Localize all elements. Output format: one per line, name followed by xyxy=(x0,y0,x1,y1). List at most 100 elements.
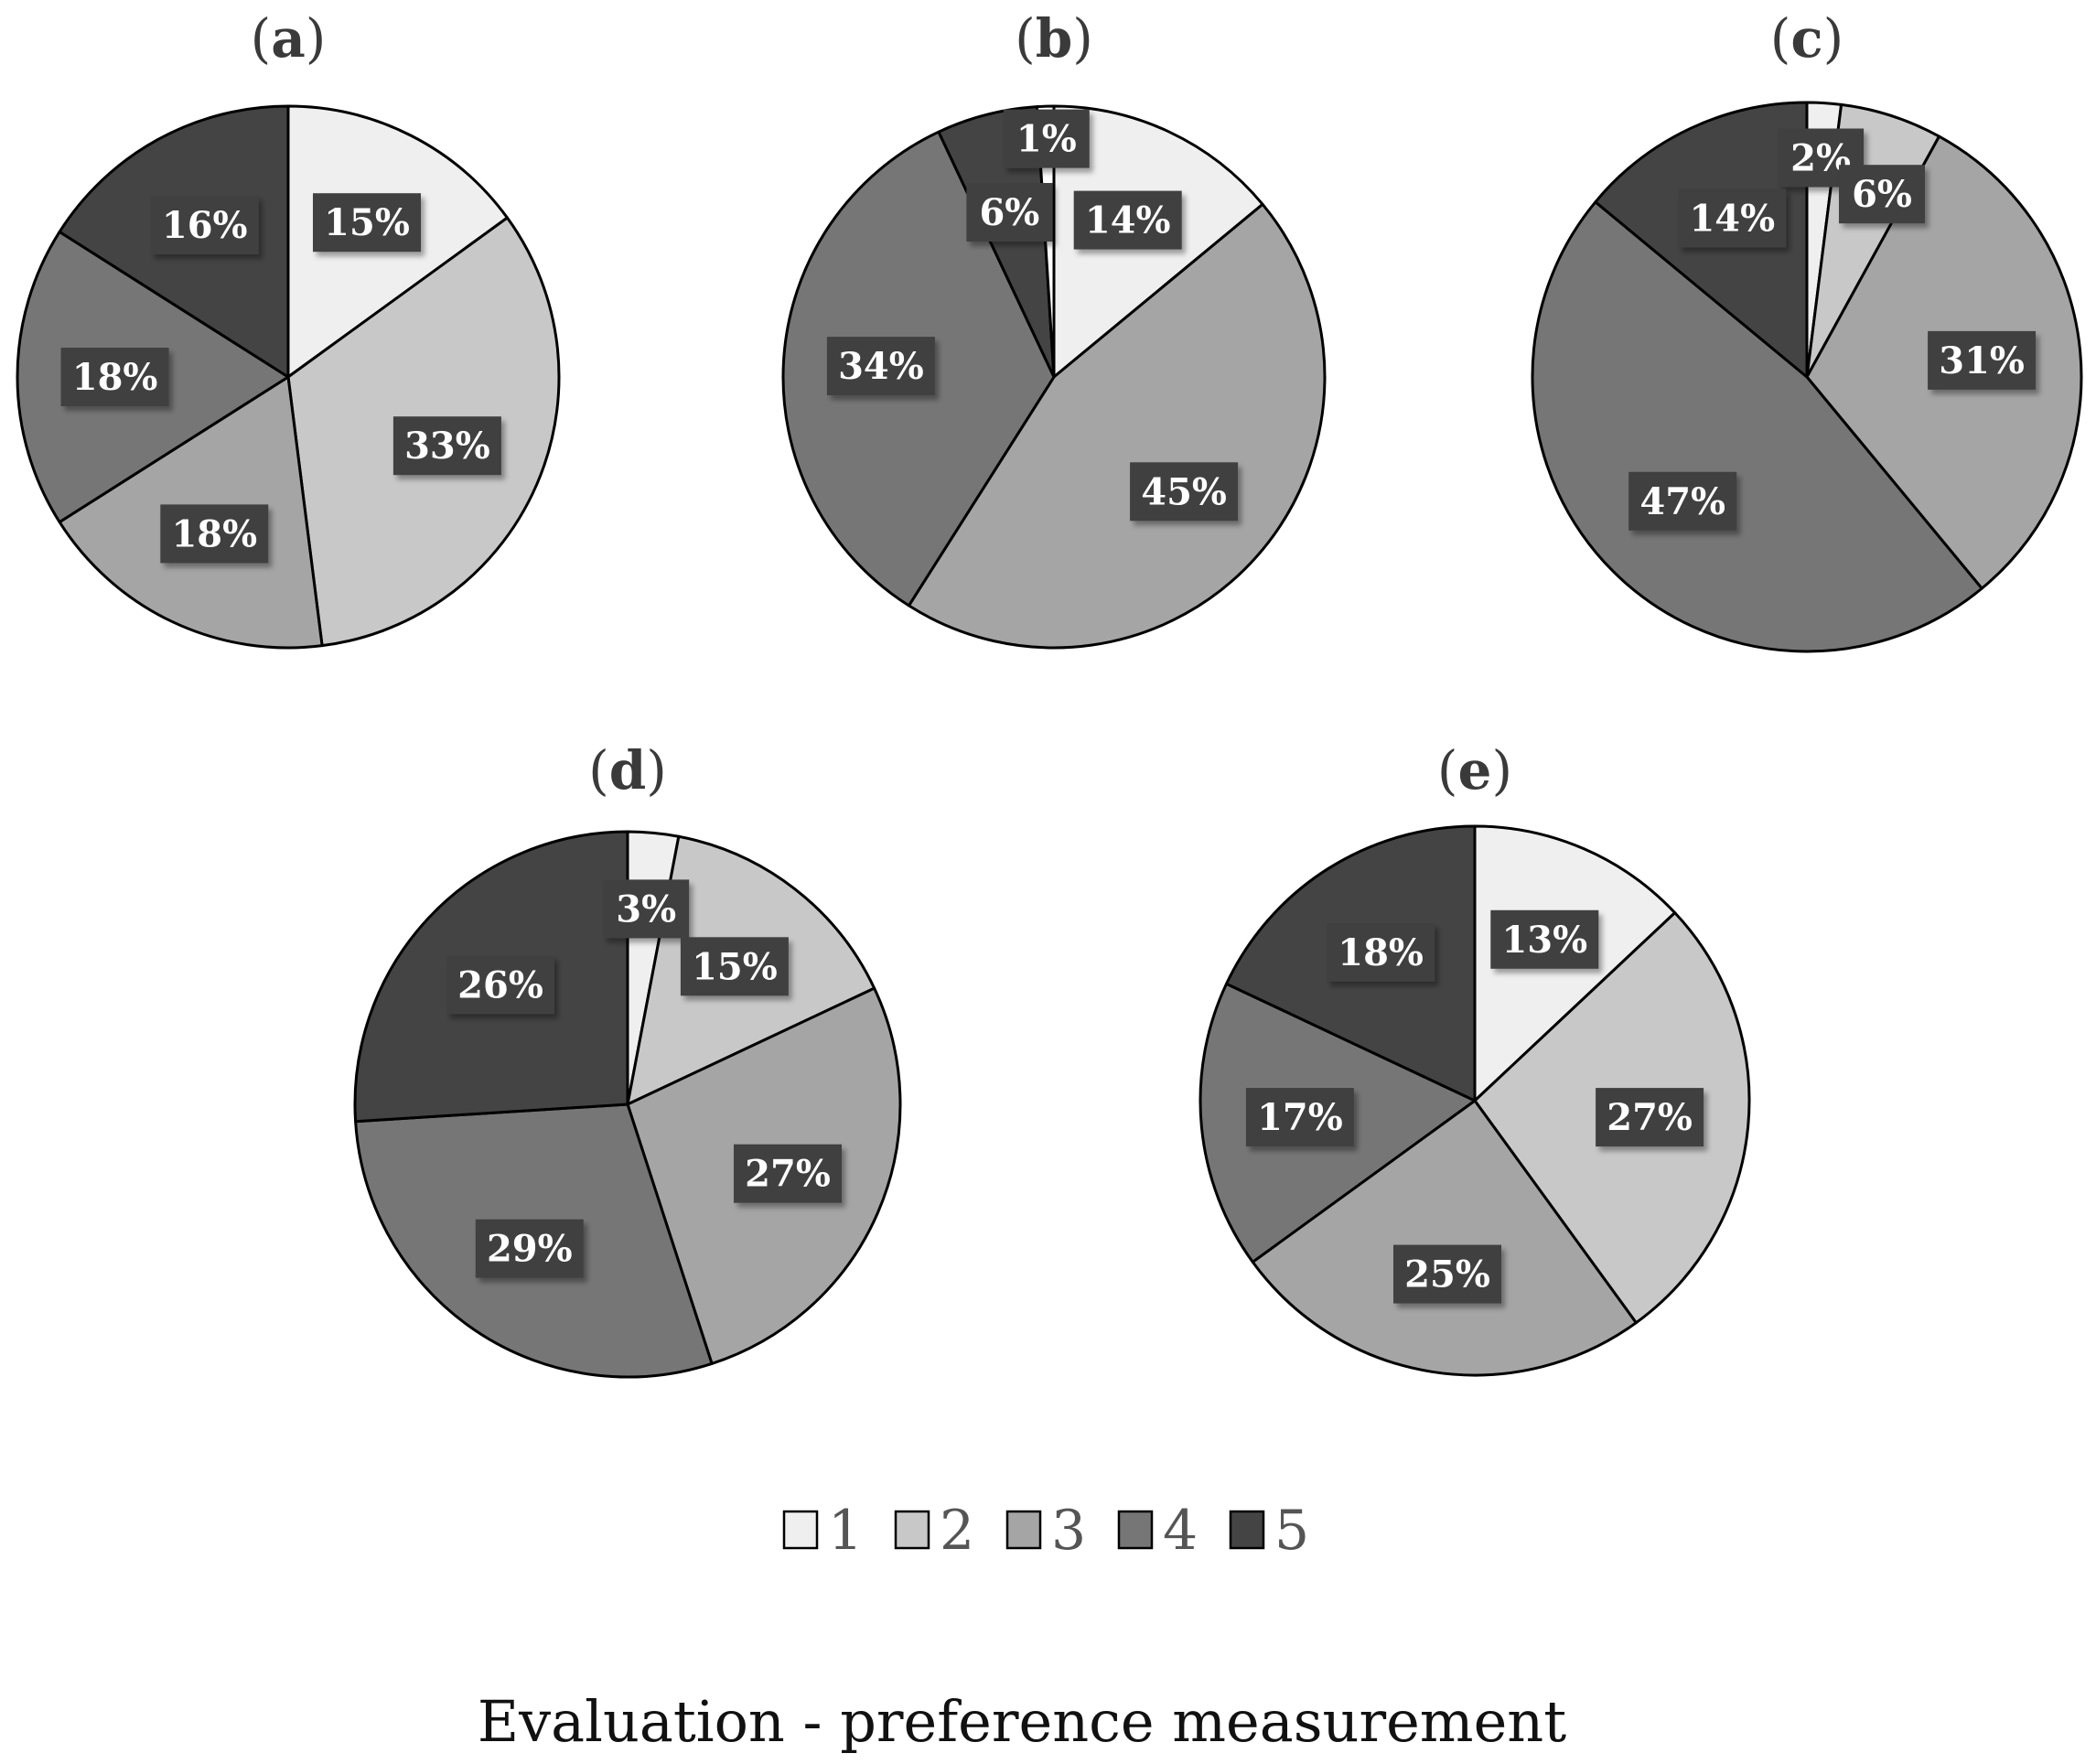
slice-label-e-2: 27% xyxy=(1596,1088,1704,1147)
slice-label-text: 45% xyxy=(1141,470,1227,513)
legend-swatch xyxy=(1005,1510,1042,1550)
slice-label-text: 14% xyxy=(1085,199,1171,242)
pie-slice-e-3 xyxy=(1251,1099,1638,1377)
slice-label-text: 15% xyxy=(324,201,410,244)
panel-title-b: (b) xyxy=(1015,7,1093,70)
panel-title-letter: d xyxy=(609,739,647,801)
panel-title-open-paren: ( xyxy=(1437,739,1458,801)
slice-label-box xyxy=(1490,909,1599,969)
panel-title-letter: b xyxy=(1036,7,1073,70)
slice-label-box xyxy=(1327,922,1435,982)
slice-label-box xyxy=(966,183,1053,242)
slice-label-b-other: 1% xyxy=(1003,109,1090,168)
slice-label-box xyxy=(1628,471,1737,531)
slice-label-text: 31% xyxy=(1939,339,2025,382)
panel-title-letter: a xyxy=(271,7,306,70)
slice-label-box xyxy=(313,193,421,253)
slice-label-box xyxy=(1130,462,1239,522)
pie-panels: (a)15%33%18%18%16%(b)14%45%34%6%1%(c)2%6… xyxy=(16,7,2083,1379)
panel-title-letter: c xyxy=(1790,7,1822,70)
pie-chart-c: (c)2%6%31%47%14% xyxy=(1531,7,2083,653)
slice-label-d-4: 29% xyxy=(475,1219,584,1278)
panel-title-a: (a) xyxy=(251,7,327,70)
slice-label-a-2: 33% xyxy=(392,416,501,476)
slice-label-c-4: 47% xyxy=(1628,471,1737,531)
slice-label-box xyxy=(1928,330,2037,390)
slice-label-text: 14% xyxy=(1689,197,1775,240)
slice-label-box xyxy=(392,416,501,476)
slice-label-b-5: 6% xyxy=(966,183,1053,242)
slice-label-text: 17% xyxy=(1257,1096,1343,1139)
slice-label-a-3: 18% xyxy=(160,504,269,564)
pie-slice-c-4 xyxy=(1531,200,1983,653)
slice-label-text: 13% xyxy=(1501,919,1587,962)
legend-swatch xyxy=(782,1510,819,1550)
panel-title-e: (e) xyxy=(1437,739,1512,801)
panel-title-d: (d) xyxy=(588,739,667,801)
slice-label-a-1: 15% xyxy=(313,193,421,253)
legend-swatch xyxy=(894,1510,930,1550)
legend-item-4: 4 xyxy=(1117,1499,1198,1563)
panel-title-close-paren: ) xyxy=(1072,7,1093,70)
slice-label-b-3: 45% xyxy=(1130,462,1239,522)
slice-label-box xyxy=(1678,188,1787,248)
legend-item-3: 3 xyxy=(1005,1499,1086,1563)
slice-label-b-1: 14% xyxy=(1073,190,1182,250)
slice-label-box xyxy=(1245,1088,1354,1147)
slice-label-e-1: 13% xyxy=(1490,909,1599,969)
panel-title-open-paren: ( xyxy=(251,7,272,70)
slice-label-text: 6% xyxy=(1852,173,1912,216)
slice-label-box xyxy=(603,879,690,939)
slice-label-text: 34% xyxy=(838,345,924,388)
slice-label-a-4: 18% xyxy=(60,348,169,406)
figure-caption: Evaluation - preference measurement xyxy=(478,1688,1566,1755)
slice-label-text: 15% xyxy=(692,945,778,988)
panel-title-close-paren: ) xyxy=(1491,739,1512,801)
panel-title-open-paren: ( xyxy=(588,739,609,801)
legend-label: 2 xyxy=(940,1499,974,1563)
slice-label-d-1: 3% xyxy=(603,879,690,939)
slice-label-text: 16% xyxy=(162,204,248,247)
panel-title-close-paren: ) xyxy=(306,7,327,70)
slice-label-box xyxy=(1073,190,1182,250)
slice-label-box xyxy=(1393,1244,1501,1304)
legend-label: 4 xyxy=(1163,1499,1198,1563)
panel-title-open-paren: ( xyxy=(1015,7,1036,70)
legend-swatch xyxy=(1229,1510,1265,1550)
panel-title-close-paren: ) xyxy=(646,739,667,801)
legend-swatch xyxy=(1117,1510,1154,1550)
panel-title-close-paren: ) xyxy=(1823,7,1844,70)
slice-label-e-3: 25% xyxy=(1393,1244,1501,1304)
slice-label-text: 18% xyxy=(171,512,257,555)
pie-chart-b: (b) 14% 45% 34% 6% 1% xyxy=(781,7,1327,650)
slice-label-box xyxy=(446,955,554,1015)
slice-label-box xyxy=(475,1219,584,1278)
slice-label-a-5: 16% xyxy=(150,196,259,254)
slice-label-box xyxy=(826,337,935,396)
slice-label-box xyxy=(150,196,259,254)
slice-label-text: 47% xyxy=(1639,480,1725,523)
slice-label-text: 6% xyxy=(979,191,1039,234)
slice-label-e-5: 18% xyxy=(1327,922,1435,982)
legend-label: 5 xyxy=(1274,1499,1309,1563)
slice-label-text: 29% xyxy=(487,1228,573,1271)
slice-label-c-5: 14% xyxy=(1678,188,1787,248)
slice-label-text: 26% xyxy=(457,963,543,1006)
panel-title-c: (c) xyxy=(1770,7,1844,70)
slice-label-b-4: 34% xyxy=(826,337,935,396)
panel-title-letter: e xyxy=(1458,739,1492,801)
panel-title-open-paren: ( xyxy=(1770,7,1791,70)
slice-label-c-3: 31% xyxy=(1928,330,2037,390)
pie-chart-e: (e) 13% 27% 25% 17% 18% xyxy=(1198,739,1751,1377)
slice-label-text: 25% xyxy=(1404,1253,1490,1296)
legend-item-5: 5 xyxy=(1229,1499,1309,1563)
slice-label-d-3: 27% xyxy=(734,1144,842,1203)
slice-label-text: 18% xyxy=(1338,931,1424,974)
slice-label-text: 18% xyxy=(72,356,158,399)
slice-label-box xyxy=(734,1144,842,1203)
slice-label-box xyxy=(160,504,269,564)
legend: 1 2 3 4 5 xyxy=(782,1499,1309,1563)
slice-label-d-2: 15% xyxy=(680,937,789,996)
slice-label-box xyxy=(1839,165,1925,224)
